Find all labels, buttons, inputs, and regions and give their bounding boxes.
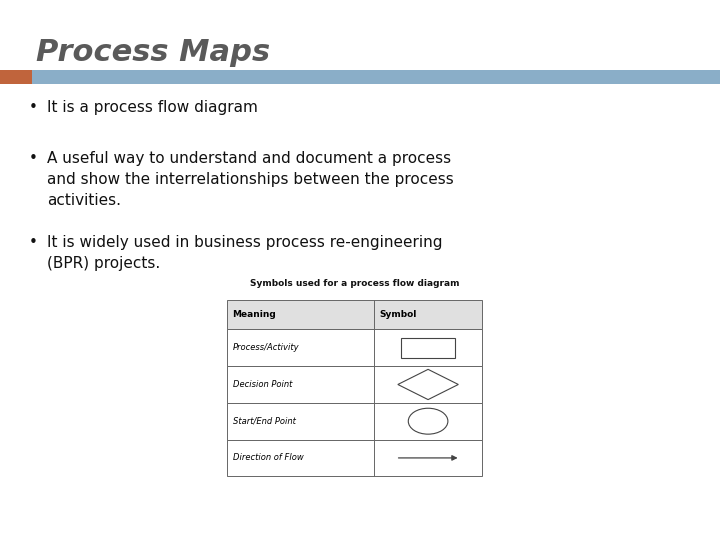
Bar xyxy=(227,329,482,366)
Text: A useful way to understand and document a process
and show the interrelationship: A useful way to understand and document … xyxy=(47,151,454,208)
Bar xyxy=(0,70,32,84)
Text: Symbol: Symbol xyxy=(379,310,417,319)
Ellipse shape xyxy=(408,408,448,434)
Text: •: • xyxy=(29,100,37,115)
Bar xyxy=(227,440,482,476)
Text: Start/End Point: Start/End Point xyxy=(233,417,295,426)
Polygon shape xyxy=(398,369,459,400)
Bar xyxy=(227,366,482,403)
Bar xyxy=(227,403,482,440)
Text: Direction of Flow: Direction of Flow xyxy=(233,454,303,462)
Text: Process/Activity: Process/Activity xyxy=(233,343,300,352)
Text: •: • xyxy=(29,151,37,166)
Text: Process Maps: Process Maps xyxy=(36,38,270,67)
Text: Decision Point: Decision Point xyxy=(233,380,292,389)
Bar xyxy=(32,70,720,84)
Bar xyxy=(401,338,455,358)
Text: Meaning: Meaning xyxy=(233,310,276,319)
Bar xyxy=(227,300,482,329)
Text: It is a process flow diagram: It is a process flow diagram xyxy=(47,100,258,115)
Text: It is widely used in business process re-engineering
(BPR) projects.: It is widely used in business process re… xyxy=(47,235,442,271)
Text: •: • xyxy=(29,235,37,250)
Text: Symbols used for a process flow diagram: Symbols used for a process flow diagram xyxy=(250,279,459,288)
